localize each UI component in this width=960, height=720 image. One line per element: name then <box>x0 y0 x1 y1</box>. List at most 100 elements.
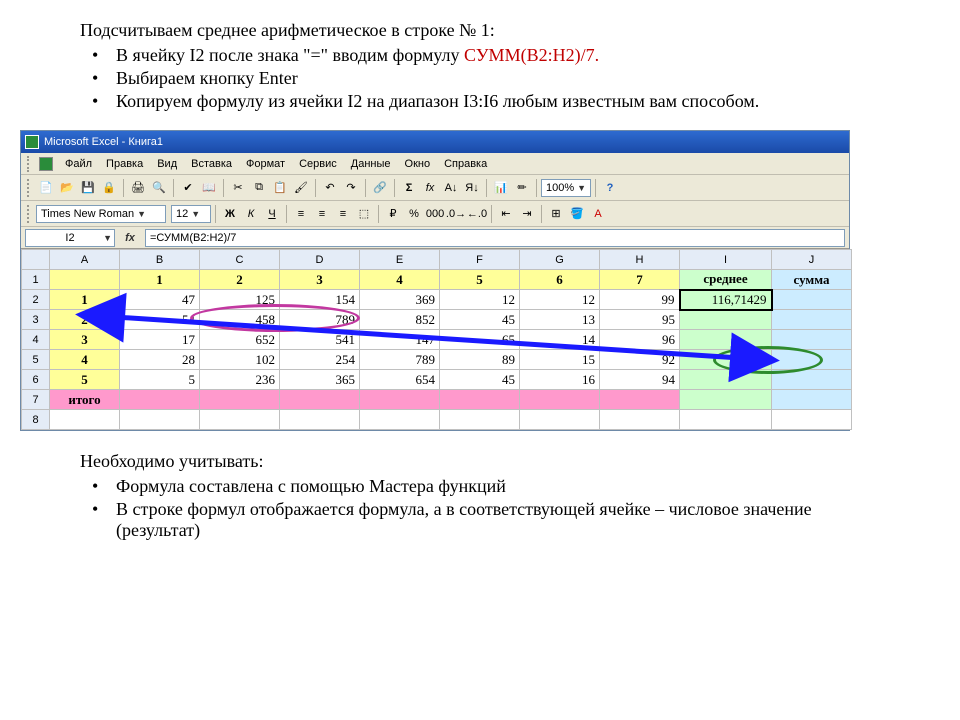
col-header[interactable]: G <box>520 250 600 270</box>
cell[interactable]: 541 <box>280 330 360 350</box>
cell[interactable] <box>680 390 772 410</box>
row-header[interactable]: 8 <box>22 410 50 430</box>
menu-data[interactable]: Данные <box>345 156 397 172</box>
cell[interactable] <box>200 390 280 410</box>
cell[interactable] <box>772 330 852 350</box>
cell[interactable]: 147 <box>360 330 440 350</box>
cell[interactable]: 5 <box>120 370 200 390</box>
sort-desc-icon[interactable]: Я↓ <box>462 178 482 198</box>
cell[interactable]: 13 <box>520 310 600 330</box>
col-header[interactable]: J <box>772 250 852 270</box>
cell[interactable]: 4 <box>50 350 120 370</box>
drawing-icon[interactable]: ✏ <box>512 178 532 198</box>
col-header[interactable]: E <box>360 250 440 270</box>
cell[interactable] <box>600 410 680 430</box>
cell[interactable]: 458 <box>200 310 280 330</box>
cell[interactable] <box>120 410 200 430</box>
cell[interactable] <box>200 410 280 430</box>
cell[interactable]: 45 <box>440 370 520 390</box>
cut-icon[interactable]: ✂ <box>228 178 248 198</box>
cell[interactable]: 17 <box>120 330 200 350</box>
percent-icon[interactable]: % <box>404 204 424 224</box>
currency-icon[interactable]: ₽ <box>383 204 403 224</box>
cell[interactable]: 5 <box>440 270 520 290</box>
cell[interactable] <box>772 390 852 410</box>
cell[interactable]: 102 <box>200 350 280 370</box>
cell[interactable]: 12 <box>520 290 600 310</box>
menu-edit[interactable]: Правка <box>100 156 149 172</box>
cell[interactable]: 15 <box>520 350 600 370</box>
format-painter-icon[interactable]: 🖌 <box>291 178 311 198</box>
cell[interactable]: 1 <box>120 270 200 290</box>
cell[interactable] <box>600 390 680 410</box>
cell[interactable] <box>280 390 360 410</box>
preview-icon[interactable]: 🔍 <box>149 178 169 198</box>
comma-icon[interactable]: 000 <box>425 204 445 224</box>
cell[interactable]: 94 <box>600 370 680 390</box>
cell[interactable]: 96 <box>600 330 680 350</box>
align-center-icon[interactable]: ≡ <box>312 204 332 224</box>
new-icon[interactable]: 📄 <box>36 178 56 198</box>
hyperlink-icon[interactable]: 🔗 <box>370 178 390 198</box>
cell[interactable]: 154 <box>280 290 360 310</box>
row-header[interactable]: 2 <box>22 290 50 310</box>
font-name-combo[interactable]: Times New Roman▼ <box>36 205 166 223</box>
cell[interactable]: 4 <box>360 270 440 290</box>
indent-inc-icon[interactable]: ⇥ <box>517 204 537 224</box>
cell[interactable]: 16 <box>520 370 600 390</box>
row-header[interactable]: 5 <box>22 350 50 370</box>
align-right-icon[interactable]: ≡ <box>333 204 353 224</box>
font-color-icon[interactable]: A <box>588 204 608 224</box>
cell-average[interactable] <box>680 330 772 350</box>
menu-insert[interactable]: Вставка <box>185 156 238 172</box>
cell[interactable]: 89 <box>440 350 520 370</box>
cell[interactable] <box>50 410 120 430</box>
cell-average[interactable] <box>680 310 772 330</box>
cell[interactable] <box>520 390 600 410</box>
cell[interactable]: 1 <box>50 290 120 310</box>
function-icon[interactable]: fx <box>420 178 440 198</box>
cell[interactable] <box>280 410 360 430</box>
sort-asc-icon[interactable]: A↓ <box>441 178 461 198</box>
align-left-icon[interactable]: ≡ <box>291 204 311 224</box>
cell[interactable]: 65 <box>440 330 520 350</box>
cell[interactable]: 5 <box>50 370 120 390</box>
row-header[interactable]: 7 <box>22 390 50 410</box>
permission-icon[interactable]: 🔒 <box>99 178 119 198</box>
row-header[interactable]: 1 <box>22 270 50 290</box>
merge-icon[interactable]: ⬚ <box>354 204 374 224</box>
paste-icon[interactable]: 📋 <box>270 178 290 198</box>
open-icon[interactable]: 📂 <box>57 178 77 198</box>
autosum-icon[interactable]: Σ <box>399 178 419 198</box>
font-size-combo[interactable]: 12▼ <box>171 205 211 223</box>
cell[interactable] <box>772 350 852 370</box>
cell[interactable]: 365 <box>280 370 360 390</box>
fx-icon[interactable]: fx <box>119 232 141 244</box>
menu-help[interactable]: Справка <box>438 156 493 172</box>
col-header[interactable]: A <box>50 250 120 270</box>
cell[interactable]: 654 <box>360 370 440 390</box>
cell[interactable] <box>440 390 520 410</box>
fill-color-icon[interactable]: 🪣 <box>567 204 587 224</box>
col-header[interactable]: I <box>680 250 772 270</box>
help-icon[interactable]: ? <box>600 178 620 198</box>
cell[interactable]: 369 <box>360 290 440 310</box>
menu-view[interactable]: Вид <box>151 156 183 172</box>
col-header[interactable]: H <box>600 250 680 270</box>
cell[interactable] <box>772 370 852 390</box>
col-header[interactable]: D <box>280 250 360 270</box>
indent-dec-icon[interactable]: ⇤ <box>496 204 516 224</box>
cell[interactable]: 652 <box>200 330 280 350</box>
cell-average[interactable] <box>680 370 772 390</box>
cell[interactable]: сумма <box>772 270 852 290</box>
cell[interactable]: 54 <box>120 310 200 330</box>
cell[interactable]: 3 <box>50 330 120 350</box>
cell[interactable]: 92 <box>600 350 680 370</box>
cell[interactable]: среднее <box>680 270 772 290</box>
cell[interactable]: 254 <box>280 350 360 370</box>
copy-icon[interactable]: ⧉ <box>249 178 269 198</box>
row-header[interactable]: 6 <box>22 370 50 390</box>
decimal-dec-icon[interactable]: ←.0 <box>467 204 487 224</box>
cell[interactable] <box>360 410 440 430</box>
cell[interactable]: 852 <box>360 310 440 330</box>
